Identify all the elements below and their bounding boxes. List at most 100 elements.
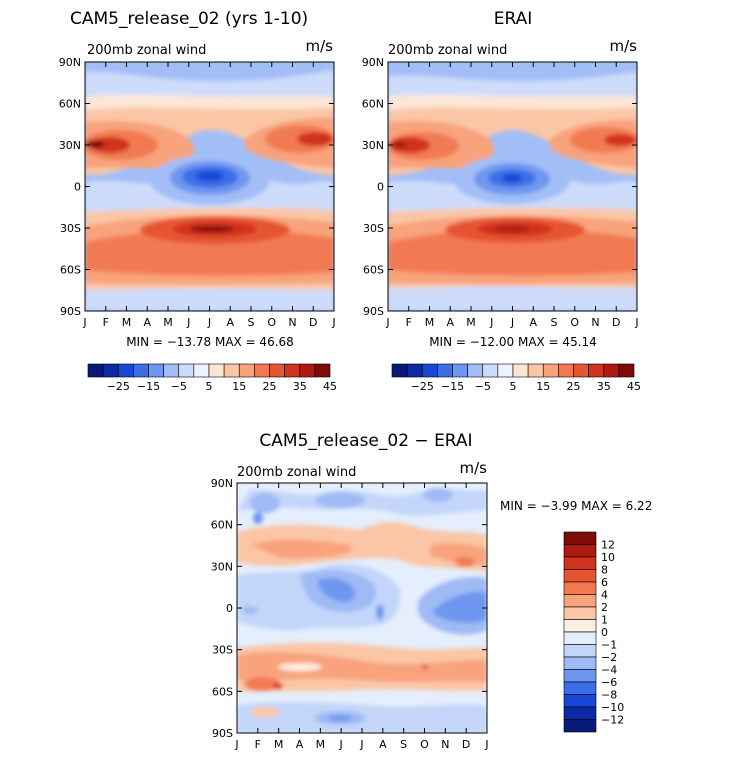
panel-obs-colorbar-label: −25 bbox=[411, 380, 434, 393]
panel-obs-xtick-label: M bbox=[466, 316, 476, 329]
panel-diff-xtick-label: D bbox=[462, 738, 470, 751]
panel-model-xtick-label: J bbox=[186, 316, 190, 329]
panel-obs-colorbar-swatch bbox=[437, 363, 453, 378]
panel-obs-colorbar-label: −5 bbox=[475, 380, 491, 393]
panel-obs-colorbar-swatch bbox=[467, 363, 484, 378]
panel-obs-ytick-label: 90S bbox=[363, 305, 384, 318]
panel-obs-colorbar-label: 45 bbox=[627, 380, 641, 393]
panel-model-xtick-label: S bbox=[248, 316, 255, 329]
panel-model-xtick-label: D bbox=[309, 316, 317, 329]
panel-model-ytick-label: 30N bbox=[59, 139, 81, 152]
panel-model-colorbar-label: −15 bbox=[137, 380, 160, 393]
panel-model-xtick-label: J bbox=[82, 316, 86, 329]
panel-diff-colorbar-swatch bbox=[563, 644, 597, 658]
panel-obs-xtick-label: M bbox=[425, 316, 435, 329]
panel-diff-title: CAM5_release_02 − ERAI bbox=[259, 431, 472, 451]
panel-model-colorbar-swatch bbox=[102, 363, 119, 378]
panel-obs-colorbar-swatch bbox=[618, 363, 635, 378]
panel-diff-colorbar-swatch bbox=[563, 694, 597, 708]
panel-diff-colorbar-label: −8 bbox=[601, 689, 617, 702]
panel-model-subtitle: 200mb zonal wind bbox=[87, 43, 206, 58]
panel-diff-colorbar-label: −1 bbox=[601, 639, 617, 652]
panel-model-colorbar-swatch bbox=[117, 363, 134, 378]
panel-model-ytick-label: 90N bbox=[59, 56, 81, 69]
panel-diff-colorbar-swatch bbox=[563, 556, 597, 570]
panel-model-stats: MIN = −13.78 MAX = 46.68 bbox=[126, 335, 294, 349]
panel-obs-colorbar-swatch bbox=[558, 363, 574, 378]
panel-diff-ytick-label: 30S bbox=[212, 644, 233, 657]
panel-model-colorbar-label: −5 bbox=[171, 380, 187, 393]
panel-diff-colorbar-swatch bbox=[563, 606, 597, 620]
panel-obs-units: m/s bbox=[610, 37, 638, 55]
panel-obs-xtick-label: A bbox=[529, 316, 537, 329]
panel-model-colorbar-swatch bbox=[284, 363, 301, 378]
panel-obs-stats: MIN = −12.00 MAX = 45.14 bbox=[429, 335, 597, 349]
panel-diff-colorbar-swatch bbox=[563, 656, 597, 670]
panel-diff-xtick-label: J bbox=[484, 738, 488, 751]
panel-obs-colorbar-label: 5 bbox=[510, 380, 517, 393]
panel-obs-colorbar-swatch bbox=[406, 363, 423, 378]
panel-diff-colorbar-swatch bbox=[563, 594, 597, 608]
panel-model-ytick-label: 60N bbox=[59, 98, 81, 111]
panel-model-xtick-label: N bbox=[288, 316, 296, 329]
panel-diff-ytick-label: 90S bbox=[212, 727, 233, 740]
panel-diff-colorbar-swatch bbox=[563, 706, 597, 720]
panel-diff-xtick-label: N bbox=[441, 738, 449, 751]
panel-obs-ytick-label: 60S bbox=[363, 264, 384, 277]
panel-obs-xtick-label: D bbox=[612, 316, 620, 329]
panel-obs-ytick-label: 30S bbox=[363, 222, 384, 235]
panel-model-colorbar-swatch bbox=[299, 363, 316, 378]
panel-model-title: CAM5_release_02 (yrs 1-10) bbox=[70, 9, 308, 29]
panel-diff-colorbar-swatch bbox=[563, 681, 597, 695]
panel-model-colorbar-swatch bbox=[269, 363, 285, 378]
panel-diff-ytick-label: 60N bbox=[211, 519, 233, 532]
panel-model-colorbar-swatch bbox=[238, 363, 255, 378]
panel-diff: CAM5_release_02 − ERAI 200mb zonal wind … bbox=[211, 431, 653, 751]
panel-model-colorbar-swatch bbox=[223, 363, 240, 378]
panel-model-colorbar-label: 5 bbox=[206, 380, 213, 393]
panel-model-colorbar: −25 −15 −5 5 15 25 35 45 bbox=[87, 363, 337, 393]
panel-model-colorbar-label: −25 bbox=[107, 380, 130, 393]
panel-diff-xtick-label: J bbox=[234, 738, 238, 751]
panel-diff-colorbar-label: 4 bbox=[601, 589, 608, 602]
panel-model-ytick-label: 90S bbox=[60, 305, 81, 318]
panel-diff-xtick-label: M bbox=[316, 738, 326, 751]
panel-model-colorbar-swatch bbox=[208, 363, 225, 378]
panel-obs-ytick-label: 0 bbox=[377, 181, 384, 194]
panel-diff-colorbar-swatch bbox=[563, 569, 597, 583]
panel-model-colorbar-swatch bbox=[133, 363, 149, 378]
panel-obs-field bbox=[388, 62, 637, 311]
panel-diff-xtick-label: O bbox=[420, 738, 429, 751]
panel-obs-colorbar-label: 25 bbox=[567, 380, 581, 393]
panel-obs-colorbar-swatch bbox=[452, 363, 468, 378]
panel-diff-xtick-label: F bbox=[255, 738, 261, 751]
panel-model-colorbar-swatch bbox=[314, 363, 331, 378]
panel-model-colorbar-swatch bbox=[163, 363, 180, 378]
panel-diff-colorbar-label: 0 bbox=[601, 626, 608, 639]
panel-diff-colorbar-label: 12 bbox=[601, 539, 615, 552]
panel-model-xtick-label: J bbox=[207, 316, 211, 329]
panel-diff-colorbar-label: −2 bbox=[601, 651, 617, 664]
panel-model-colorbar-label: 35 bbox=[293, 380, 307, 393]
panel-diff-xtick-label: A bbox=[296, 738, 304, 751]
panel-obs-colorbar-swatch bbox=[573, 363, 589, 378]
panel-diff-units: m/s bbox=[460, 459, 488, 477]
panel-diff-colorbar-label: 6 bbox=[601, 576, 608, 589]
panel-obs-title: ERAI bbox=[494, 9, 533, 29]
panel-obs-colorbar: −25 −15 −5 5 15 25 35 45 bbox=[391, 363, 641, 393]
panel-obs-ytick-label: 90N bbox=[362, 56, 384, 69]
panel-model-xtick-label: A bbox=[226, 316, 234, 329]
panel-obs-xtick-label: J bbox=[489, 316, 493, 329]
panel-obs-colorbar-label: 15 bbox=[536, 380, 550, 393]
panel-obs-xtick-label: J bbox=[510, 316, 514, 329]
panel-model-colorbar-label: 45 bbox=[323, 380, 337, 393]
panel-model-colorbar-swatch bbox=[254, 363, 270, 378]
panel-obs-colorbar-swatch bbox=[391, 363, 408, 378]
panel-diff-xtick-label: A bbox=[379, 738, 387, 751]
panel-model-ytick-label: 60S bbox=[60, 264, 81, 277]
panel-diff-xtick-label: J bbox=[359, 738, 363, 751]
panel-obs-xtick-label: J bbox=[385, 316, 389, 329]
panel-diff-colorbar-swatch bbox=[563, 669, 597, 683]
